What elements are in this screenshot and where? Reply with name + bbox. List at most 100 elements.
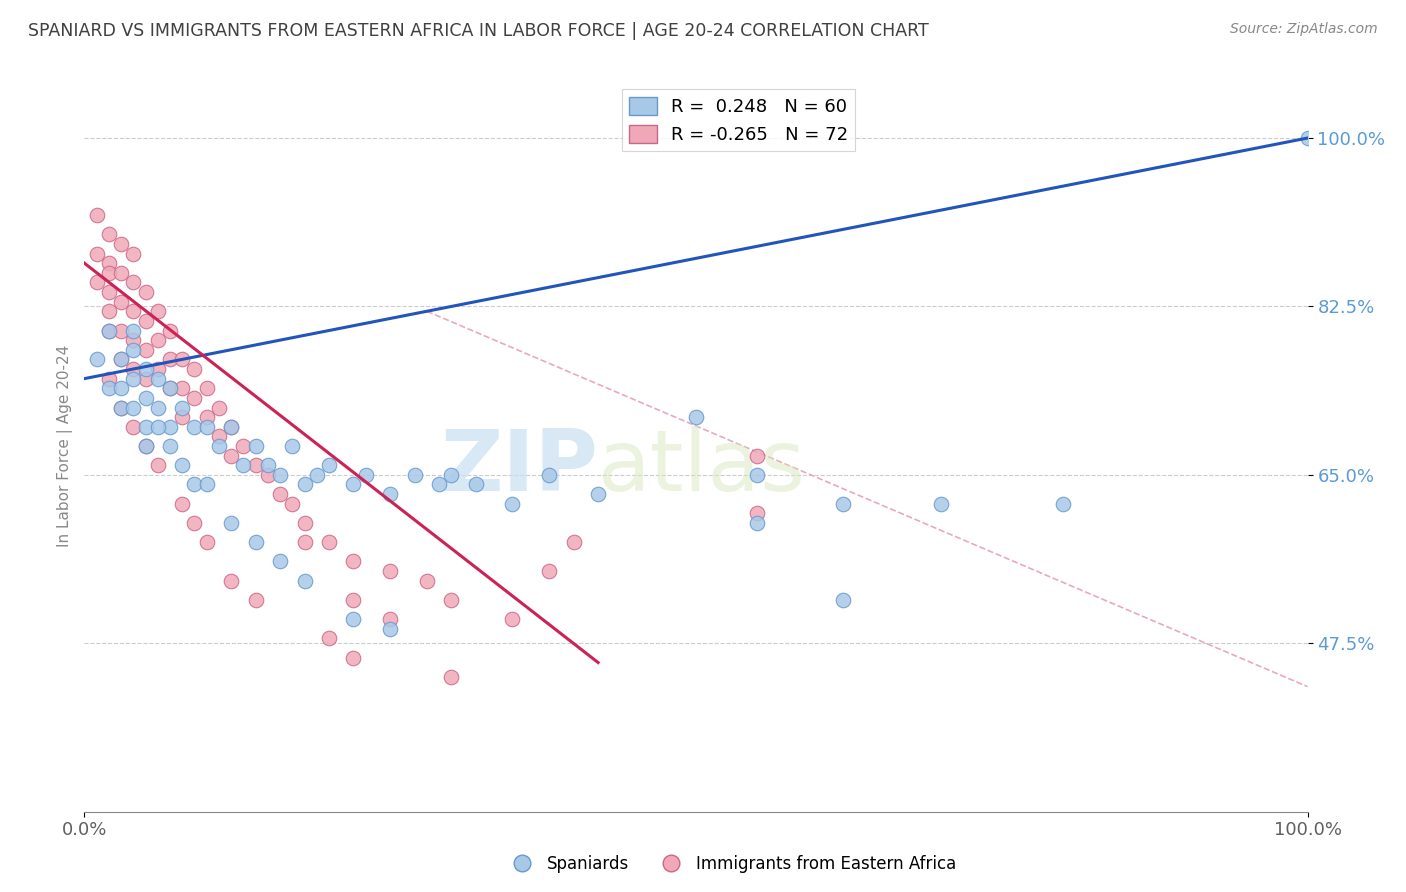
Point	[440, 593, 463, 607]
Point	[86, 208, 108, 222]
Point	[416, 574, 439, 588]
Point	[538, 564, 561, 578]
Point	[562, 535, 585, 549]
Point	[172, 458, 194, 473]
Point	[747, 467, 769, 482]
Point	[281, 439, 304, 453]
Point	[97, 256, 120, 270]
Legend: R =  0.248   N = 60, R = -0.265   N = 72: R = 0.248 N = 60, R = -0.265 N = 72	[623, 89, 855, 152]
Point	[318, 632, 340, 646]
Text: Source: ZipAtlas.com: Source: ZipAtlas.com	[1230, 22, 1378, 37]
Point	[97, 324, 120, 338]
Point	[146, 458, 169, 473]
Point	[159, 352, 181, 367]
Point	[831, 497, 853, 511]
Point	[538, 467, 561, 482]
Point	[257, 467, 280, 482]
Point	[208, 429, 231, 443]
Point	[97, 227, 120, 242]
Point	[110, 236, 132, 251]
Point	[195, 410, 218, 425]
Point	[685, 410, 707, 425]
Point	[86, 246, 108, 260]
Point	[110, 352, 132, 367]
Point	[245, 593, 267, 607]
Point	[294, 516, 316, 530]
Point	[281, 497, 304, 511]
Point	[195, 381, 218, 395]
Point	[172, 410, 194, 425]
Point	[380, 487, 402, 501]
Point	[183, 391, 205, 405]
Point	[195, 419, 218, 434]
Point	[747, 516, 769, 530]
Point	[208, 439, 231, 453]
Point	[159, 381, 181, 395]
Point	[122, 362, 145, 376]
Point	[122, 371, 145, 385]
Point	[159, 419, 181, 434]
Point	[110, 294, 132, 309]
Point	[135, 419, 157, 434]
Point	[245, 535, 267, 549]
Point	[122, 419, 145, 434]
Point	[342, 650, 364, 665]
Point	[294, 477, 316, 491]
Point	[110, 401, 132, 415]
Point	[1296, 131, 1319, 145]
Point	[831, 593, 853, 607]
Point	[146, 333, 169, 347]
Point	[380, 622, 402, 636]
Point	[97, 285, 120, 299]
Point	[146, 371, 169, 385]
Point	[97, 381, 120, 395]
Point	[245, 458, 267, 473]
Point	[122, 246, 145, 260]
Point	[219, 449, 242, 463]
Point	[464, 477, 486, 491]
Point	[195, 477, 218, 491]
Point	[172, 401, 194, 415]
Point	[122, 324, 145, 338]
Point	[747, 507, 769, 521]
Point	[146, 401, 169, 415]
Point	[97, 266, 120, 280]
Point	[318, 458, 340, 473]
Point	[86, 276, 108, 290]
Point	[135, 439, 157, 453]
Point	[342, 612, 364, 626]
Text: ZIP: ZIP	[440, 426, 598, 509]
Point	[354, 467, 377, 482]
Point	[342, 477, 364, 491]
Point	[208, 401, 231, 415]
Point	[172, 381, 194, 395]
Point	[146, 304, 169, 318]
Point	[146, 419, 169, 434]
Point	[183, 419, 205, 434]
Point	[159, 439, 181, 453]
Point	[219, 574, 242, 588]
Point	[135, 371, 157, 385]
Point	[110, 324, 132, 338]
Point	[97, 304, 120, 318]
Point	[183, 477, 205, 491]
Point	[110, 266, 132, 280]
Point	[502, 612, 524, 626]
Point	[159, 324, 181, 338]
Point	[97, 324, 120, 338]
Point	[232, 458, 254, 473]
Point	[342, 593, 364, 607]
Point	[219, 419, 242, 434]
Point	[219, 419, 242, 434]
Point	[1052, 497, 1074, 511]
Point	[269, 487, 291, 501]
Point	[257, 458, 280, 473]
Point	[122, 333, 145, 347]
Point	[97, 371, 120, 385]
Point	[86, 352, 108, 367]
Point	[135, 439, 157, 453]
Point	[440, 670, 463, 684]
Point	[135, 362, 157, 376]
Point	[172, 352, 194, 367]
Legend: Spaniards, Immigrants from Eastern Africa: Spaniards, Immigrants from Eastern Afric…	[499, 848, 963, 880]
